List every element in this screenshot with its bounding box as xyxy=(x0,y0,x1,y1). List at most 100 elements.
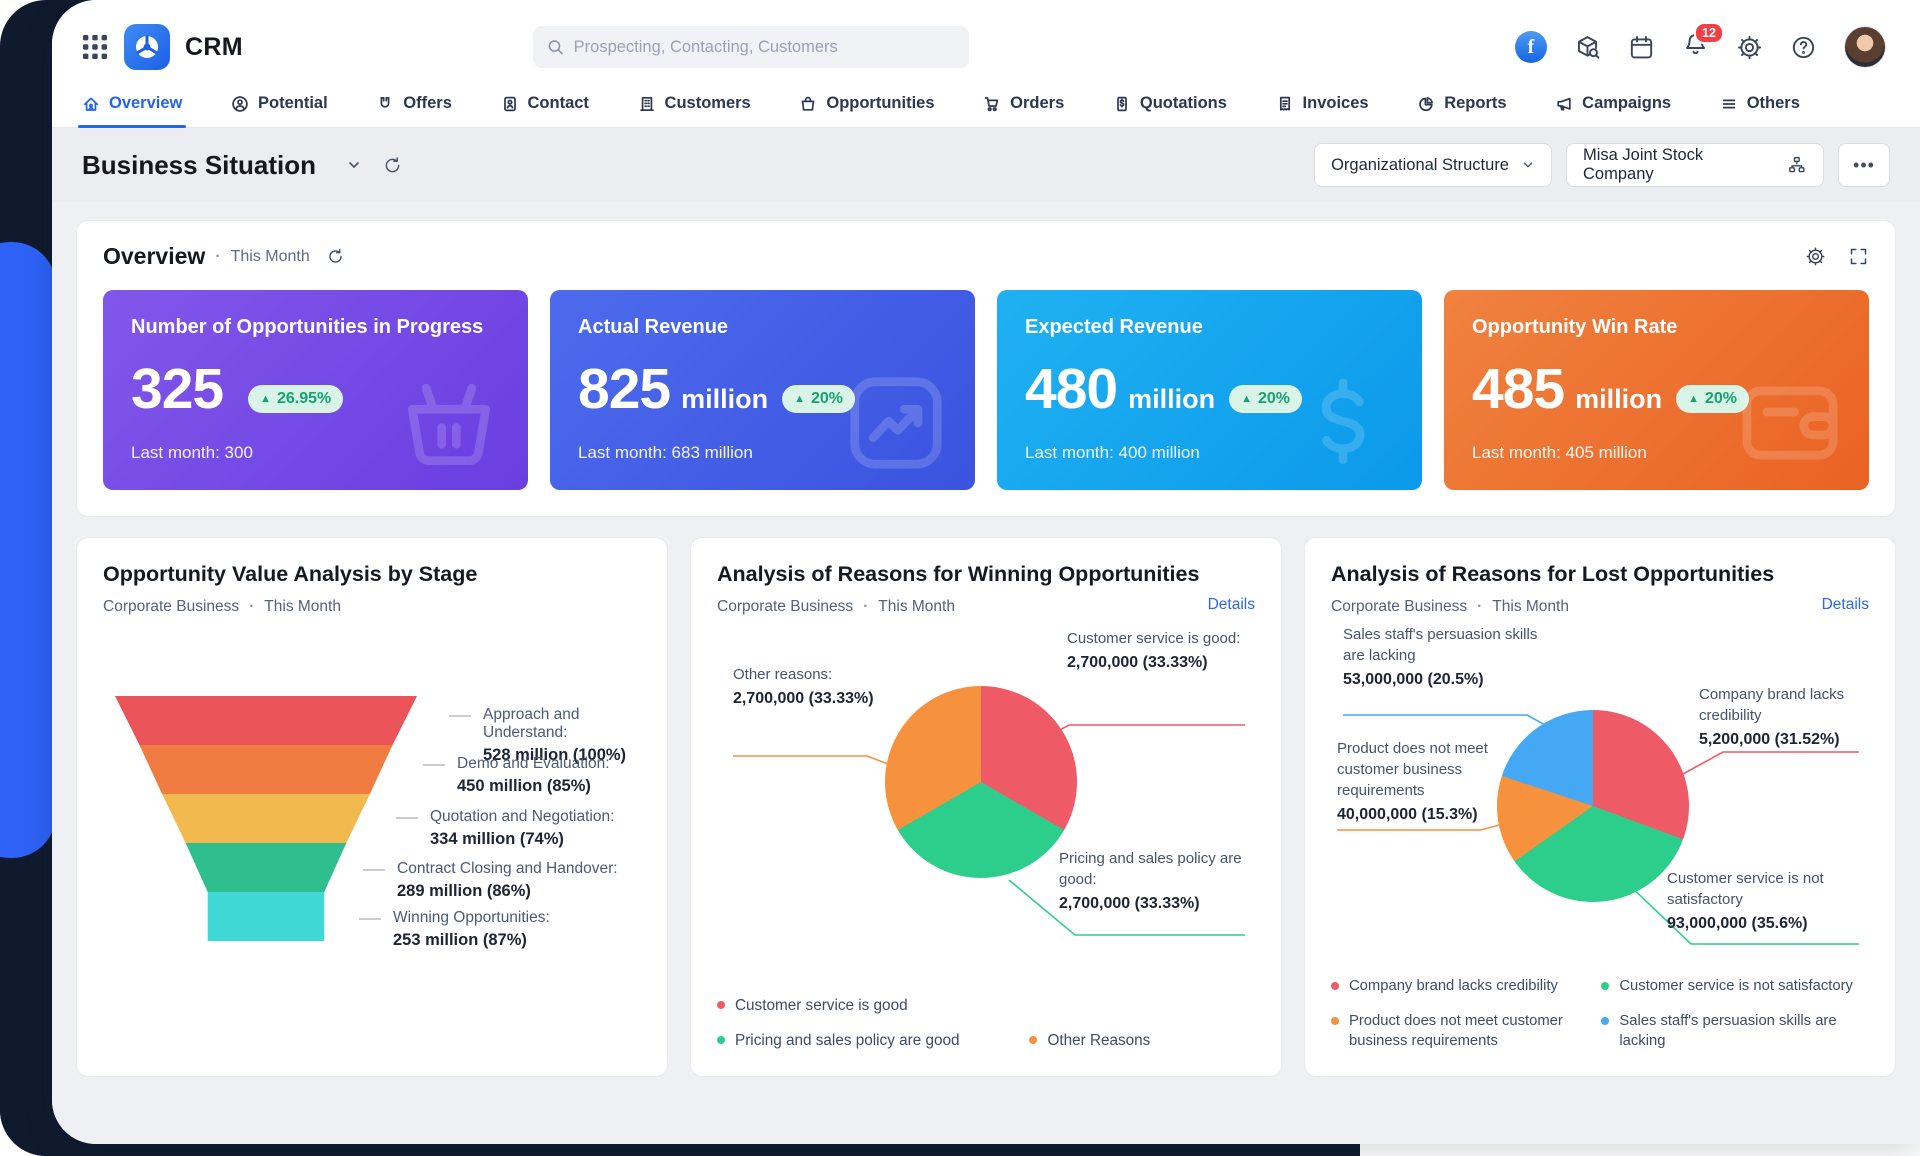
backdrop-blue-accent xyxy=(0,242,56,858)
pie-callout: Company brand lacks credibility 5,200,00… xyxy=(1699,686,1845,748)
won-legend: Customer service is good Pricing and sal… xyxy=(717,996,1255,1052)
search-input[interactable] xyxy=(573,37,955,57)
chevron-down-icon xyxy=(1523,162,1533,168)
overview-panel: Overview This Month Number of Opportunit… xyxy=(76,220,1896,517)
won-reasons-panel: Analysis of Reasons for Winning Opportun… xyxy=(690,537,1282,1077)
lost-legend: Company brand lacks credibility Customer… xyxy=(1331,977,1869,1052)
magnet-icon xyxy=(380,96,390,108)
app-title: CRM xyxy=(185,32,243,61)
pie-callout: Product does not meet customer business … xyxy=(1337,740,1488,823)
org-chart-icon xyxy=(1789,156,1805,173)
gear-icon[interactable] xyxy=(1736,34,1763,61)
receipt-dollar-icon xyxy=(1117,96,1127,111)
funnel-title: Opportunity Value Analysis by Stage xyxy=(103,562,478,586)
invoice-icon xyxy=(1279,96,1290,111)
tab-reports[interactable]: Reports xyxy=(1417,80,1507,127)
lost-details-link[interactable]: Details xyxy=(1821,596,1869,613)
kpi-card-win-rate[interactable]: Opportunity Win Rate 485million20% Last … xyxy=(1444,290,1869,490)
funnel-stage-5[interactable] xyxy=(207,892,325,941)
tab-quotations[interactable]: Quotations xyxy=(1113,80,1227,127)
trend-badge: 20% xyxy=(782,385,856,413)
kpi-card-expected-revenue[interactable]: Expected Revenue 480million20% Last mont… xyxy=(997,290,1422,490)
cart-icon xyxy=(984,96,999,111)
main-nav: Overview Potential Offers Contact Custom… xyxy=(52,80,1920,128)
calendar-icon[interactable] xyxy=(1628,34,1655,61)
tab-customers[interactable]: Customers xyxy=(638,80,751,127)
funnel-label: Approach and Understand: 528 million (100… xyxy=(449,706,641,765)
megaphone-icon xyxy=(1557,97,1571,110)
pie-chart-icon xyxy=(1419,96,1434,111)
contact-card-icon xyxy=(503,96,516,111)
pie-callout: Sales staff's persuasion skills are lack… xyxy=(1343,626,1538,688)
app-launcher-icon[interactable] xyxy=(82,34,108,60)
won-details-link[interactable]: Details xyxy=(1207,596,1255,613)
tab-overview[interactable]: Overview xyxy=(77,80,187,128)
lost-pie[interactable] xyxy=(1497,710,1689,902)
funnel-stage-2[interactable] xyxy=(139,745,393,794)
won-pie-chart: Other reasons: 2,700,000 (33.33%) Custom… xyxy=(717,622,1255,990)
chevron-down-icon[interactable] xyxy=(346,157,362,173)
expand-icon[interactable] xyxy=(1848,246,1869,267)
funnel-label: Winning Opportunities: 253 million (87%) xyxy=(359,909,550,950)
won-title: Analysis of Reasons for Winning Opportun… xyxy=(717,562,1200,586)
refresh-icon[interactable] xyxy=(326,247,345,266)
funnel-panel: Opportunity Value Analysis by Stage Corp… xyxy=(76,537,668,1077)
app-window: CRM f 12 Overview Potential Offers Conta… xyxy=(52,0,1920,1144)
tab-opportunities[interactable]: Opportunities xyxy=(799,80,935,127)
search-icon xyxy=(548,40,563,55)
tab-campaigns[interactable]: Campaigns xyxy=(1555,80,1671,127)
org-structure-dropdown[interactable]: Organizational Structure xyxy=(1314,143,1552,187)
funnel-chart: Approach and Understand: 528 million (100… xyxy=(103,622,641,1052)
tab-potential[interactable]: Potential xyxy=(231,80,328,127)
overview-title: Overview xyxy=(103,243,206,269)
pie-callout: Other reasons: 2,700,000 (33.33%) xyxy=(733,666,874,707)
page-toolbar: Business Situation Organizational Struct… xyxy=(52,128,1920,202)
building-icon xyxy=(639,96,654,111)
pie-callout: Pricing and sales policy are good: 2,700… xyxy=(1059,850,1242,912)
user-avatar[interactable] xyxy=(1844,26,1886,68)
facebook-icon[interactable]: f xyxy=(1515,31,1547,63)
funnel-stage-3[interactable] xyxy=(162,794,370,843)
help-icon[interactable] xyxy=(1790,34,1817,61)
funnel-stage-4[interactable] xyxy=(185,843,347,892)
won-pie[interactable] xyxy=(885,686,1077,878)
lost-reasons-panel: Analysis of Reasons for Lost Opportuniti… xyxy=(1304,537,1896,1077)
crm-logo-icon[interactable] xyxy=(124,24,170,70)
tab-contact[interactable]: Contact xyxy=(501,80,589,127)
header: CRM f 12 xyxy=(52,0,1920,80)
lost-title: Analysis of Reasons for Lost Opportuniti… xyxy=(1331,562,1775,586)
tab-invoices[interactable]: Invoices xyxy=(1276,80,1369,127)
overview-period[interactable]: This Month xyxy=(205,248,310,266)
company-selector[interactable]: Misa Joint Stock Company xyxy=(1566,143,1824,187)
notifications[interactable]: 12 xyxy=(1682,22,1724,63)
basket-icon xyxy=(407,383,491,465)
tab-orders[interactable]: Orders xyxy=(983,80,1064,127)
kpi-card-actual-revenue[interactable]: Actual Revenue 825million20% Last month:… xyxy=(550,290,975,490)
pie-callout: Customer service is not satisfactory 93,… xyxy=(1667,870,1824,932)
kpi-cards: Number of Opportunities in Progress 3252… xyxy=(103,290,1869,490)
more-actions-button[interactable]: ••• xyxy=(1838,143,1890,187)
tab-others[interactable]: Others xyxy=(1720,80,1800,127)
trend-badge: 26.95% xyxy=(248,385,344,413)
lost-pie-chart: Sales staff's persuasion skills are lack… xyxy=(1331,622,1869,971)
dashboard: Overview This Month Number of Opportunit… xyxy=(52,202,1920,1144)
wallet-icon xyxy=(1742,386,1838,460)
funnel-label: Quotation and Negotiation: 334 million (7… xyxy=(396,808,614,849)
search-box[interactable] xyxy=(532,26,969,68)
kpi-card-opportunities[interactable]: Number of Opportunities in Progress 3252… xyxy=(103,290,528,490)
trend-badge: 20% xyxy=(1229,385,1303,413)
package-search-icon[interactable] xyxy=(1574,34,1601,61)
funnel-stage-1[interactable] xyxy=(115,696,417,745)
pie-callout: Customer service is good: 2,700,000 (33.… xyxy=(1067,630,1241,671)
trend-badge: 20% xyxy=(1676,385,1750,413)
tab-offers[interactable]: Offers xyxy=(376,80,452,127)
menu-icon xyxy=(1722,99,1735,108)
person-circle-icon xyxy=(232,95,248,112)
widget-settings-icon[interactable] xyxy=(1805,246,1826,267)
funnel-label: Demo and Evaluation: 450 million (85%) xyxy=(423,755,610,796)
refresh-icon[interactable] xyxy=(382,155,403,176)
header-icons: f 12 xyxy=(1515,22,1886,68)
dollar-icon xyxy=(1321,378,1365,465)
home-icon xyxy=(83,97,99,111)
notification-badge: 12 xyxy=(1694,22,1724,44)
